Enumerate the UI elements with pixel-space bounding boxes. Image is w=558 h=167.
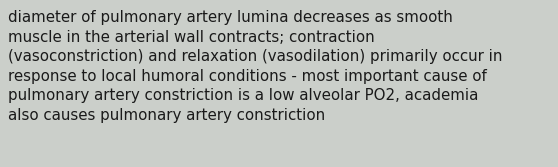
Text: diameter of pulmonary artery lumina decreases as smooth
muscle in the arterial w: diameter of pulmonary artery lumina decr… <box>8 10 503 123</box>
